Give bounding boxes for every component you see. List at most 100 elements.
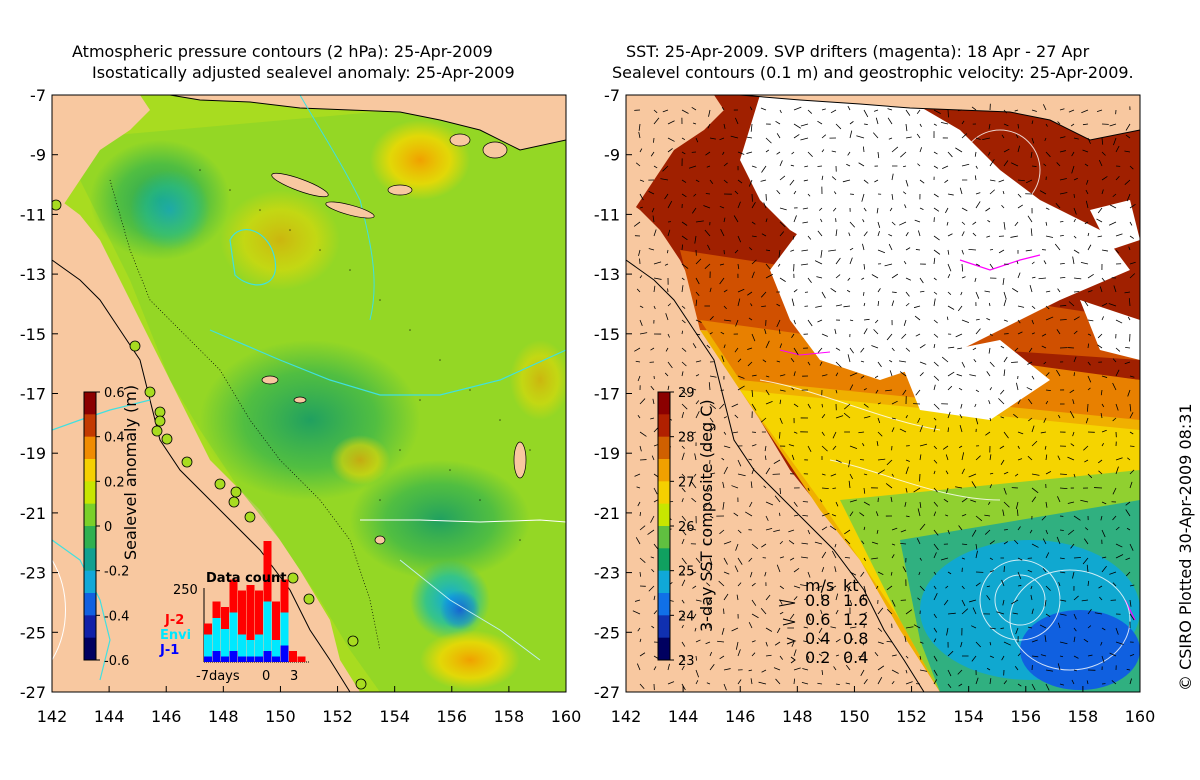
colorbar-swatch — [84, 593, 96, 616]
left_panel-xlabel: 154 — [379, 707, 410, 726]
colorbar-tick-label: 0.4 — [104, 431, 125, 446]
hist-bar-envi — [229, 612, 238, 651]
left-png-land — [170, 95, 566, 150]
hist-bar-j2 — [297, 656, 306, 662]
left_panel-ylabel: -25 — [20, 623, 46, 642]
left_panel-xlabel: 146 — [151, 707, 182, 726]
right_panel-ylabel: -11 — [594, 205, 620, 224]
colorbar-swatch — [84, 526, 96, 549]
right_panel-ylabel: -25 — [594, 623, 620, 642]
hist-bar-j2 — [272, 601, 280, 640]
hist-bar-envi — [255, 634, 263, 657]
colorbar-swatch — [658, 637, 670, 661]
colorbar-swatch — [658, 548, 670, 572]
colorbar-swatch — [84, 637, 96, 661]
colorbar-tick-label: 0 — [104, 520, 112, 535]
right_panel-xlabel: 160 — [1125, 707, 1156, 726]
left-title-line1: Atmospheric pressure contours (2 hPa): 2… — [72, 42, 493, 61]
left-colorbar — [83, 391, 97, 661]
right_panel-ylabel: -9 — [604, 146, 620, 165]
colorbar-swatch — [84, 481, 96, 505]
colorbar-tick-label: 29 — [678, 386, 695, 401]
colorbar-swatch — [84, 414, 96, 438]
right_panel-ylabel: -21 — [594, 504, 620, 523]
axes-labels: -7 -9 -11 -13 -15 -17 -19 -21 -23 -25 -27 142 144 146… — [20, 86, 1155, 726]
hist-bar-j2 — [229, 579, 238, 613]
velocity-ms-value: 0.2 — [805, 648, 830, 667]
hist-bar-j1 — [272, 656, 280, 662]
velocity-legend: 0.8 1.60.6 1.20.4 0.80.2 0.4 — [778, 591, 868, 667]
hist-bar-j1 — [212, 651, 221, 662]
left_panel-ylabel: -11 — [20, 205, 46, 224]
right_panel-ylabel: -13 — [594, 265, 620, 284]
left_panel-xlabel: 148 — [208, 707, 239, 726]
right-australia-land — [626, 260, 924, 692]
velocity-kt-value: 1.2 — [843, 610, 868, 629]
velocity-kt-value: 0.4 — [843, 648, 868, 667]
left_panel-ylabel: -13 — [20, 265, 46, 284]
colorbar-swatch — [84, 436, 96, 460]
colorbar-tick-label: 0.6 — [104, 386, 125, 401]
left_panel-xlabel: 160 — [551, 707, 582, 726]
velocity-arrow-icon — [782, 618, 796, 626]
colorbar-swatch — [84, 548, 96, 572]
hist-bar-j1 — [204, 656, 212, 662]
right-colorbar-label: 3-day SST composite (deg C) — [697, 399, 716, 632]
colorbar-tick-label: -0.6 — [104, 654, 129, 669]
colorbar-swatch — [658, 436, 670, 460]
hist-bar-envi — [280, 612, 289, 646]
velocity-ms-value: 0.8 — [805, 591, 830, 610]
right-colorbar-ticks: 29 28 27 26 25 24 23 — [670, 386, 695, 669]
left_panel-xlabel: 142 — [37, 707, 68, 726]
colorbar-tick-label: 25 — [678, 565, 695, 580]
right_panel-xlabel: 158 — [1068, 707, 1099, 726]
hist-bar-j2 — [263, 541, 272, 602]
histogram-title: Data count — [206, 571, 286, 586]
left_panel-xlabel: 150 — [265, 707, 296, 726]
colorbar-swatch — [658, 615, 670, 639]
velocity-kt-value: 0.8 — [843, 629, 868, 648]
hist-bar-j1 — [263, 651, 272, 662]
hist-bar-envi — [246, 640, 255, 657]
colorbar-swatch — [658, 526, 670, 549]
colorbar-swatch — [84, 615, 96, 639]
left_panel-ylabel: -19 — [20, 444, 46, 463]
left_panel-xlabel: 152 — [322, 707, 353, 726]
left_panel-ylabel: -7 — [30, 86, 46, 105]
right_panel-ylabel: -19 — [594, 444, 620, 463]
histogram-xlabel-right: 3 — [290, 669, 298, 684]
colorbar-tick-label: 26 — [678, 520, 695, 535]
hist-bar-envi — [263, 601, 272, 651]
hist-bar-j2 — [221, 607, 229, 629]
left_panel-ylabel: -9 — [30, 146, 46, 165]
right_panel-xlabel: 142 — [611, 707, 642, 726]
colorbar-swatch — [658, 570, 670, 594]
hist-bar-j2 — [289, 651, 297, 662]
hist-bar-j1 — [246, 656, 255, 662]
colorbar-swatch — [658, 392, 670, 415]
hist-bar-j1 — [221, 656, 229, 662]
right_panel-ylabel: -15 — [594, 325, 620, 344]
histogram-xlabel-mid: 0 — [262, 669, 270, 684]
hist-bar-j2 — [280, 579, 289, 613]
left_panel-xlabel: 156 — [437, 707, 468, 726]
right_panel-xlabel: 144 — [668, 707, 699, 726]
velocity-header-ms: m/s — [805, 576, 834, 595]
right_panel-xlabel: 156 — [1011, 707, 1042, 726]
colorbar-swatch — [84, 503, 96, 527]
hist-bar-j1 — [255, 656, 263, 662]
hist-bar-j2 — [238, 590, 246, 635]
hist-bar-j2 — [255, 590, 263, 635]
colorbar-swatch — [658, 503, 670, 527]
colorbar-tick-label: -0.4 — [104, 609, 129, 624]
left-colorbar-label: Sealevel anomaly (m) — [121, 385, 140, 560]
velocity-arrow-icon — [790, 656, 796, 664]
right_panel-ylabel: -27 — [594, 683, 620, 702]
colorbar-tick-label: -0.2 — [104, 565, 129, 580]
hist-bar-j1 — [229, 651, 238, 662]
right_panel-ylabel: -17 — [594, 385, 620, 404]
legend-j2: J-2 — [164, 613, 184, 628]
right_panel-xlabel: 146 — [725, 707, 756, 726]
right-map — [626, 95, 1140, 692]
hist-bar-envi — [238, 634, 246, 657]
